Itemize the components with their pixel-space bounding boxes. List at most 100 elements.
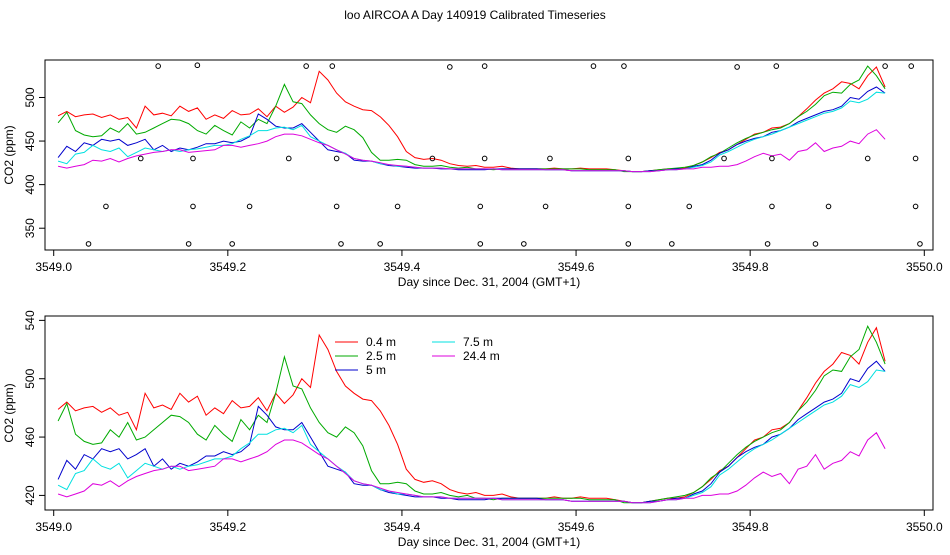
reference-point — [917, 241, 923, 247]
reference-point — [429, 155, 436, 162]
bottom-y-tick-label: 460 — [23, 427, 37, 447]
bottom-series-line-2-5-m — [57, 324, 886, 504]
top-y-tick-label: 500 — [23, 87, 37, 107]
reference-point — [625, 203, 632, 210]
bottom-y-tick-label: 420 — [23, 485, 37, 505]
reference-point — [686, 203, 693, 210]
top-x-tick-label: 3549.6 — [558, 260, 595, 274]
legend-label-24-4m: 24.4 m — [463, 349, 500, 363]
top-x-tick-label: 3550.0 — [906, 260, 943, 274]
top-y-axis-label: CO2 (ppm) — [2, 125, 16, 184]
reference-point — [477, 203, 484, 210]
bottom-y-tick-label: 500 — [23, 368, 37, 388]
top-x-axis-label: Day since Dec. 31, 2004 (GMT+1) — [398, 275, 580, 289]
reference-point — [481, 155, 488, 162]
reference-point — [185, 241, 192, 247]
reference-point — [769, 203, 775, 210]
reference-point — [246, 203, 253, 210]
top-series-line-0-4-m — [57, 66, 886, 173]
legend-label-7-5m: 7.5 m — [463, 335, 493, 349]
top-y-tick-label: 400 — [23, 174, 37, 194]
bottom-y-tick-label: 540 — [23, 310, 37, 330]
reference-point — [447, 64, 453, 70]
top-x-tick-label: 3549.8 — [732, 260, 769, 274]
reference-point — [229, 241, 235, 247]
reference-point — [769, 155, 775, 162]
bottom-y-axis-label: CO2 (ppm) — [2, 383, 16, 442]
reference-point — [734, 64, 740, 70]
bottom-x-ticks: 3549.0 3549.2 3549.4 3549.6 3549.8 3550.0 — [35, 510, 943, 534]
bottom-series-line-0-4-m — [57, 326, 886, 504]
legend: 0.4 m 2.5 m 5 m 7.5 m 24.4 m — [335, 335, 500, 377]
bottom-x-tick-label: 3549.8 — [732, 520, 769, 534]
bottom-x-tick-label: 3549.0 — [35, 520, 72, 534]
reference-point — [882, 63, 888, 69]
reference-point — [669, 241, 675, 247]
top-series-lines — [57, 65, 886, 173]
reference-point — [85, 241, 92, 247]
reference-point — [542, 203, 549, 210]
bottom-y-ticks: 420 460 500 540 — [23, 310, 45, 505]
reference-point — [190, 203, 196, 210]
top-series-line-7-5-m — [57, 91, 886, 173]
reference-point — [477, 241, 484, 247]
bottom-x-tick-label: 3549.6 — [558, 520, 595, 534]
top-x-ticks: 3549.0 3549.2 3549.4 3549.6 3549.8 3550.0 — [35, 250, 943, 274]
legend-label-0-4m: 0.4 m — [366, 335, 396, 349]
legend-label-2-5m: 2.5 m — [366, 349, 396, 363]
top-y-tick-label: 350 — [23, 218, 37, 238]
reference-point — [329, 63, 336, 69]
bottom-x-axis-label: Day since Dec. 31, 2004 (GMT+1) — [398, 535, 580, 549]
reference-point — [285, 155, 292, 162]
top-x-tick-label: 3549.2 — [209, 260, 246, 274]
reference-point — [773, 63, 780, 69]
top-reference-points — [85, 62, 923, 247]
bottom-series-line-5-m — [57, 360, 886, 504]
top-series-line-24-4-m — [57, 129, 886, 173]
reference-point — [908, 63, 915, 69]
reference-point — [912, 155, 919, 162]
top-y-tick-label: 450 — [23, 131, 37, 151]
bottom-series-line-7-5-m — [57, 369, 886, 504]
reference-point — [137, 155, 144, 162]
top-plot-frame — [44, 59, 934, 251]
reference-point — [194, 62, 201, 69]
reference-point — [155, 63, 161, 69]
reference-point — [625, 155, 632, 162]
reference-point — [521, 241, 527, 247]
top-x-tick-label: 3549.0 — [35, 260, 72, 274]
reference-point — [103, 203, 109, 210]
reference-point — [377, 241, 383, 247]
reference-point — [590, 63, 597, 69]
reference-point — [333, 155, 340, 162]
legend-label-5m: 5 m — [366, 363, 386, 377]
reference-point — [481, 63, 488, 69]
bottom-x-tick-label: 3549.4 — [384, 520, 421, 534]
top-y-ticks: 350 400 450 500 — [23, 87, 45, 238]
top-series-line-2-5-m — [57, 65, 886, 173]
bottom-series-line-24-4-m — [57, 431, 886, 504]
reference-point — [721, 155, 727, 162]
reference-point — [764, 241, 771, 247]
bottom-x-tick-label: 3549.2 — [209, 520, 246, 534]
reference-point — [547, 155, 553, 162]
bottom-plot-frame — [44, 315, 934, 511]
reference-point — [812, 241, 819, 247]
top-x-tick-label: 3549.4 — [384, 260, 421, 274]
bottom-series-lines — [57, 324, 886, 504]
reference-point — [864, 155, 871, 162]
reference-point — [912, 203, 919, 210]
reference-point — [190, 155, 196, 162]
top-series-line-5-m — [57, 86, 886, 173]
reference-point — [394, 203, 401, 210]
reference-point — [825, 203, 832, 210]
reference-point — [303, 63, 309, 69]
bottom-panel: CO2 (ppm) Day since Dec. 31, 2004 (GMT+1… — [2, 310, 943, 549]
reference-point — [621, 63, 627, 69]
reference-point — [625, 241, 632, 247]
reference-point — [333, 203, 340, 210]
reference-point — [338, 241, 344, 247]
top-panel: CO2 (ppm) Day since Dec. 31, 2004 (GMT+1… — [2, 59, 943, 289]
